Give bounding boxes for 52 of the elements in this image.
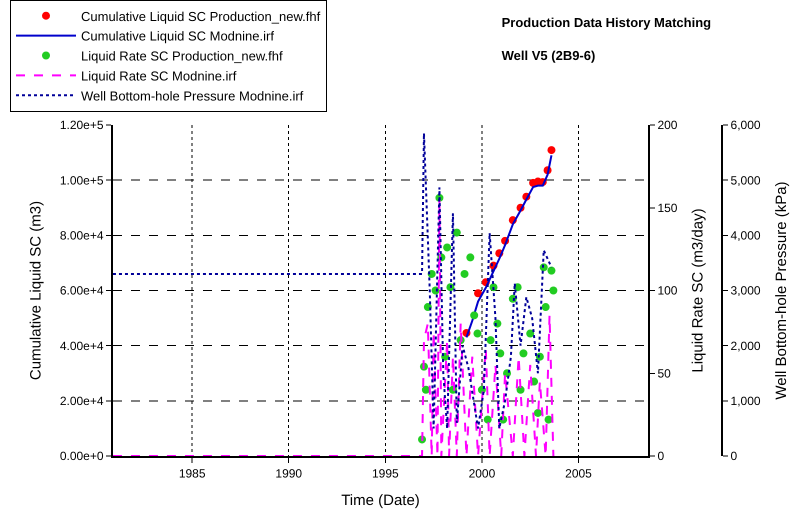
y2-tick-label: 200 xyxy=(657,118,678,132)
legend-label: Liquid Rate SC Modnine.irf xyxy=(81,68,237,84)
y3-tick-label: 4,000 xyxy=(730,228,761,243)
y-tick-label: 1.00e+5 xyxy=(60,173,104,188)
y-tick-label: 1.20e+5 xyxy=(60,118,104,132)
point xyxy=(534,408,542,417)
y3-tick-label: 3,000 xyxy=(730,284,761,298)
legend-label: Liquid Rate SC Production_new.fhf xyxy=(81,48,284,64)
x-tick-label: 1995 xyxy=(372,466,399,480)
y-tick-label: 8.00e+4 xyxy=(60,228,104,243)
legend-label: Well Bottom-hole Pressure Modnine.irf xyxy=(81,88,304,104)
point xyxy=(547,146,556,154)
x-axis-title: Time (Date) xyxy=(341,492,420,509)
point xyxy=(470,311,478,320)
chart-title: Production Data History Matching xyxy=(502,15,712,30)
point xyxy=(547,266,556,275)
y3-tick-label: 2,000 xyxy=(730,338,761,353)
point xyxy=(519,349,528,358)
x-tick-label: 2005 xyxy=(565,466,592,480)
chart-subtitle: Well V5 (2B9-6) xyxy=(502,48,596,64)
y2-axis-title: Liquid Rate SC (m3/day) xyxy=(689,208,706,373)
y-tick-label: 4.00e+4 xyxy=(60,338,104,353)
point xyxy=(526,330,534,338)
y-axis-title: Cumulative Liquid SC (m3) xyxy=(28,200,45,380)
point xyxy=(542,303,550,312)
point xyxy=(484,416,492,424)
point xyxy=(452,228,461,237)
y3-tick-label: 6,000 xyxy=(730,118,761,132)
y-tick-label: 6.00e+4 xyxy=(60,284,104,298)
legend-label: Cumulative Liquid SC Modnine.irf xyxy=(81,28,274,44)
legend-label: Cumulative Liquid SC Production_new.fhf xyxy=(81,8,321,24)
point xyxy=(466,253,474,262)
point xyxy=(473,330,482,338)
y3-tick-label: 1,000 xyxy=(730,394,761,408)
y3-tick-label: 0 xyxy=(730,449,738,464)
y2-tick-label: 150 xyxy=(657,200,678,215)
point xyxy=(460,270,469,278)
y2-tick-label: 100 xyxy=(657,284,678,298)
x-tick-label: 1990 xyxy=(275,466,302,480)
x-tick-label: 2000 xyxy=(468,466,496,480)
y-tick-label: 0.00e+0 xyxy=(60,449,104,464)
x-tick-label: 1985 xyxy=(178,466,206,480)
point xyxy=(443,243,452,252)
y-tick-label: 2.00e+4 xyxy=(60,394,104,408)
y3-axis-title: Well Bottom-hole Pressure (kPa) xyxy=(773,181,790,400)
point xyxy=(496,349,504,358)
point xyxy=(549,286,558,294)
y2-tick-label: 0 xyxy=(657,449,664,464)
point xyxy=(486,336,495,344)
y3-tick-label: 5,000 xyxy=(730,173,761,188)
point xyxy=(474,289,482,298)
y2-tick-label: 50 xyxy=(657,366,672,380)
